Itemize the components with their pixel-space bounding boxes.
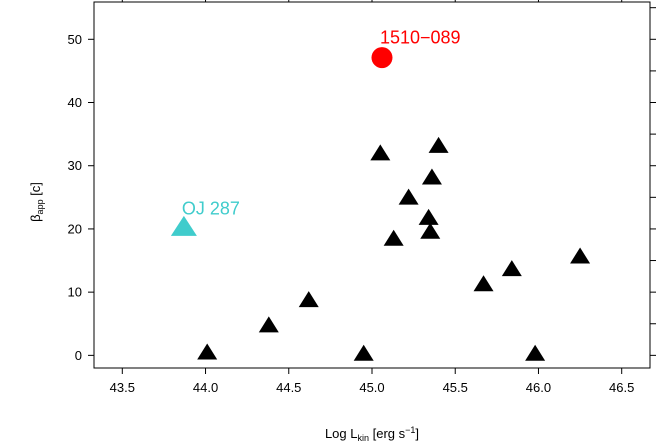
data-point-triangle [399,189,419,205]
y-axis: 0 10 20 30 40 50 [68,8,656,363]
x-tick-label: 46.0 [526,380,551,395]
x-tick-label: 43.5 [110,380,135,395]
data-point-triangle [420,223,440,239]
point-annotation: 1510−089 [380,28,461,48]
data-point-triangle [384,230,404,246]
y-tick-label: 30 [68,158,82,173]
data-point-triangle [429,137,449,153]
data-point-triangle [299,291,319,307]
x-tick-label: 45.0 [359,380,384,395]
annotations: OJ 287 1510−089 [182,28,461,219]
y-tick-label: 40 [68,95,82,110]
data-point-triangle [197,344,217,360]
y-axis-title: βapp [c] [28,182,45,222]
x-tick-label: 44.0 [193,380,218,395]
data-point-triangle [370,144,390,160]
data-point-triangle [171,216,197,236]
data-point-triangle [502,260,522,276]
x-axis-title: Log Lkin [erg s−1] [325,425,419,443]
x-tick-label: 44.5 [276,380,301,395]
data-point-circle [371,47,392,68]
point-annotation: OJ 287 [182,198,240,218]
data-point-triangle [422,168,442,184]
y-tick-label: 20 [68,221,82,236]
data-point-triangle [354,345,374,361]
data-point-triangle [474,275,494,291]
data-point-triangle [259,316,279,332]
y-tick-label: 0 [75,348,82,363]
x-tick-label: 45.5 [443,380,468,395]
x-tick-label: 46.5 [609,380,634,395]
data-point-triangle [525,345,545,361]
y-tick-label: 50 [68,32,82,47]
data-point-triangle [419,209,439,225]
y-tick-label: 10 [68,285,82,300]
data-point-triangle [570,247,590,263]
